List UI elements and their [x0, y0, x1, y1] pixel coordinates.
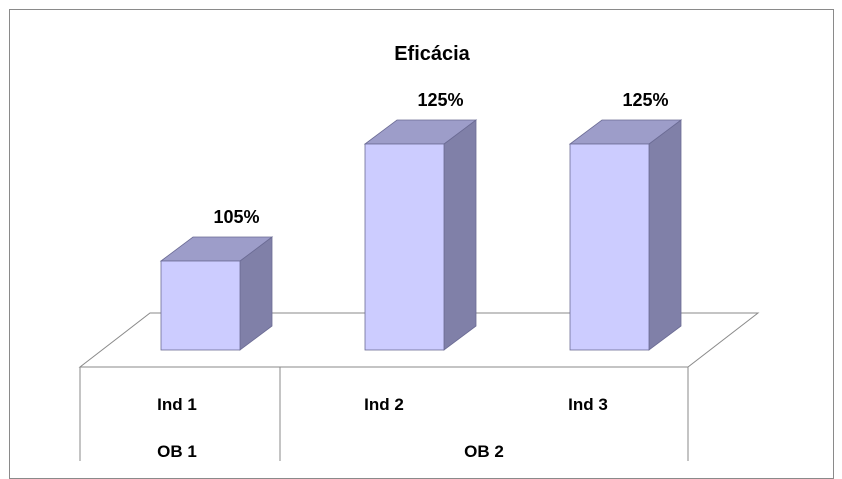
- chart-area: Eficácia 105% 125% 125% Ind 1 Ind 2 Ind 3 …: [78, 43, 760, 461]
- data-label-2: 125%: [417, 90, 463, 110]
- category-labels: Ind 1 Ind 2 Ind 3 OB 1 OB 2: [157, 395, 608, 461]
- bar-front-2: [364, 143, 445, 351]
- category-label-2: Ind 2: [364, 395, 404, 414]
- group-label-ob2: OB 2: [464, 442, 504, 461]
- bar-2: [363, 119, 478, 351]
- bar-front-1: [160, 260, 241, 351]
- labels-layer: 105% 125% 125%: [213, 90, 668, 227]
- bar-side-2: [443, 119, 477, 351]
- category-label-3: Ind 3: [568, 395, 608, 414]
- bar-3: [568, 119, 683, 351]
- bar-front-3: [569, 143, 650, 351]
- bars-layer: [159, 119, 683, 351]
- group-label-ob1: OB 1: [157, 442, 197, 461]
- bar-side-3: [648, 119, 682, 351]
- category-label-1: Ind 1: [157, 395, 197, 414]
- chart-title: Eficácia: [394, 43, 470, 65]
- data-label-3: 125%: [622, 90, 668, 110]
- category-axis-table: [79, 367, 689, 461]
- data-label-1: 105%: [213, 207, 259, 227]
- bar-1: [159, 236, 274, 351]
- chart-floor: [78, 312, 760, 368]
